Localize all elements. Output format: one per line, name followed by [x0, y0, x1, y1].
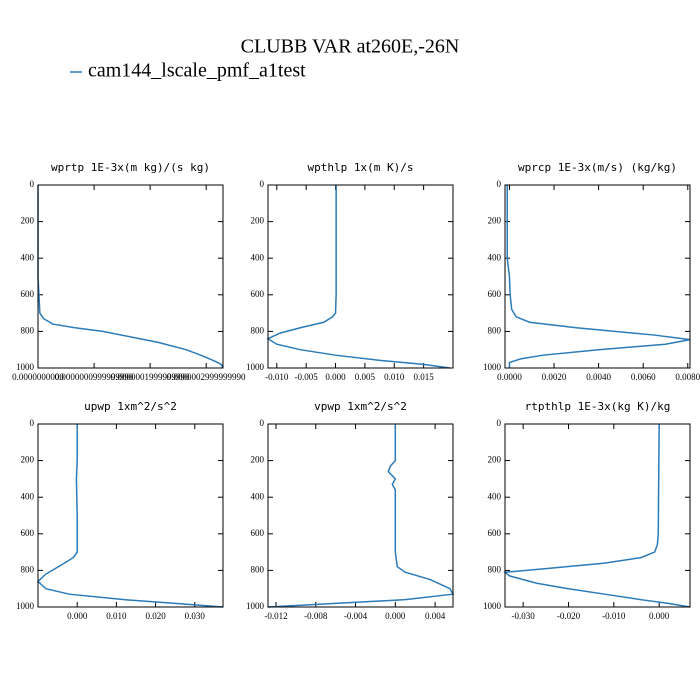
y-tick-label: 400	[488, 491, 502, 501]
y-tick-label: 800	[21, 564, 35, 574]
x-tick-label: 0.0000002999999990	[167, 372, 246, 382]
x-tick-label: -0.010	[265, 372, 289, 382]
profile-line	[503, 423, 691, 608]
y-tick-label: 200	[21, 455, 35, 465]
x-tick-label: 0.0020	[542, 372, 567, 382]
x-tick-label: 0.005	[355, 372, 376, 382]
x-tick-label: 0.030	[185, 611, 206, 621]
y-tick-label: 0	[497, 418, 502, 428]
x-tick-label: 0.0060	[631, 372, 656, 382]
x-tick-label: 0.0000000000	[12, 372, 64, 382]
x-tick-label: -0.008	[304, 611, 328, 621]
x-tick-label: 0.0080	[675, 372, 700, 382]
y-tick-label: 200	[21, 216, 35, 226]
x-tick-label: 0.015	[414, 372, 435, 382]
y-tick-label: 1000	[483, 601, 502, 611]
y-tick-label: 800	[488, 564, 502, 574]
profile-line	[267, 424, 455, 608]
plot-frame	[504, 423, 691, 608]
figure-title: CLUBB VAR at260E,-26N	[241, 36, 460, 58]
x-tick-label: 0.0000000999999990	[55, 372, 134, 382]
y-tick-label: 0	[497, 179, 502, 189]
y-tick-label: 600	[488, 289, 502, 299]
legend-label: cam144_lscale_pmf_a1test	[88, 60, 306, 82]
x-tick-label: -0.005	[295, 372, 319, 382]
y-tick-label: 0	[260, 179, 265, 189]
plot-frame	[504, 184, 691, 369]
x-tick-label: 0.000	[385, 611, 406, 621]
y-tick-label: 800	[21, 325, 35, 335]
x-tick-label: 0.004	[425, 611, 446, 621]
y-tick-label: 200	[251, 216, 265, 226]
y-tick-label: 400	[21, 252, 35, 262]
plot-frame	[37, 184, 224, 369]
y-tick-label: 800	[488, 325, 502, 335]
subplot-title: rtpthlp 1E-3x(kg K)/kg	[525, 400, 671, 413]
x-tick-label: 0.0000001999999990	[111, 372, 190, 382]
x-tick-label: -0.020	[557, 611, 581, 621]
y-tick-label: 0	[260, 418, 265, 428]
subplot-title: vpwp 1xm^2/s^2	[314, 400, 407, 413]
subplot-title: wprcp 1E-3x(m/s) (kg/kg)	[518, 161, 677, 174]
x-tick-label: 0.010	[106, 611, 127, 621]
y-tick-label: 600	[251, 528, 265, 538]
y-tick-label: 400	[488, 252, 502, 262]
y-tick-label: 1000	[246, 601, 265, 611]
y-tick-label: 600	[21, 289, 35, 299]
plot-frame	[267, 184, 454, 369]
x-tick-label: -0.030	[512, 611, 536, 621]
subplot-title: upwp 1xm^2/s^2	[84, 400, 177, 413]
x-tick-label: -0.012	[264, 611, 287, 621]
subplot-title: wpthlp 1x(m K)/s	[308, 161, 414, 174]
x-tick-label: 0.000	[67, 611, 88, 621]
subplot-title: wprtp 1E-3x(m kg)/(s kg)	[51, 161, 210, 174]
y-tick-label: 0	[30, 179, 35, 189]
y-tick-label: 1000	[16, 362, 35, 372]
plot-frame	[37, 423, 224, 608]
y-tick-label: 400	[251, 491, 265, 501]
y-tick-label: 0	[30, 418, 35, 428]
y-tick-label: 1000	[246, 362, 265, 372]
x-tick-label: 0.020	[145, 611, 166, 621]
y-tick-label: 400	[251, 252, 265, 262]
profile-line	[266, 185, 451, 369]
plot-frame	[267, 423, 454, 608]
profile-line	[506, 185, 691, 368]
y-tick-label: 1000	[16, 601, 35, 611]
profile-line	[36, 424, 224, 608]
profile-line	[37, 185, 224, 369]
x-tick-label: 0.000	[649, 611, 670, 621]
x-tick-label: 0.010	[384, 372, 405, 382]
y-tick-label: 600	[488, 528, 502, 538]
x-tick-label: 0.000	[325, 372, 346, 382]
y-tick-label: 600	[251, 289, 265, 299]
x-tick-label: 0.0000	[497, 372, 522, 382]
y-tick-label: 400	[21, 491, 35, 501]
x-tick-label: -0.010	[602, 611, 626, 621]
y-tick-label: 800	[251, 325, 265, 335]
x-tick-label: -0.004	[344, 611, 368, 621]
y-tick-label: 600	[21, 528, 35, 538]
y-tick-label: 1000	[483, 362, 502, 372]
x-tick-label: 0.0040	[586, 372, 611, 382]
y-tick-label: 200	[488, 455, 502, 465]
y-tick-label: 200	[251, 455, 265, 465]
y-tick-label: 200	[488, 216, 502, 226]
y-tick-label: 800	[251, 564, 265, 574]
